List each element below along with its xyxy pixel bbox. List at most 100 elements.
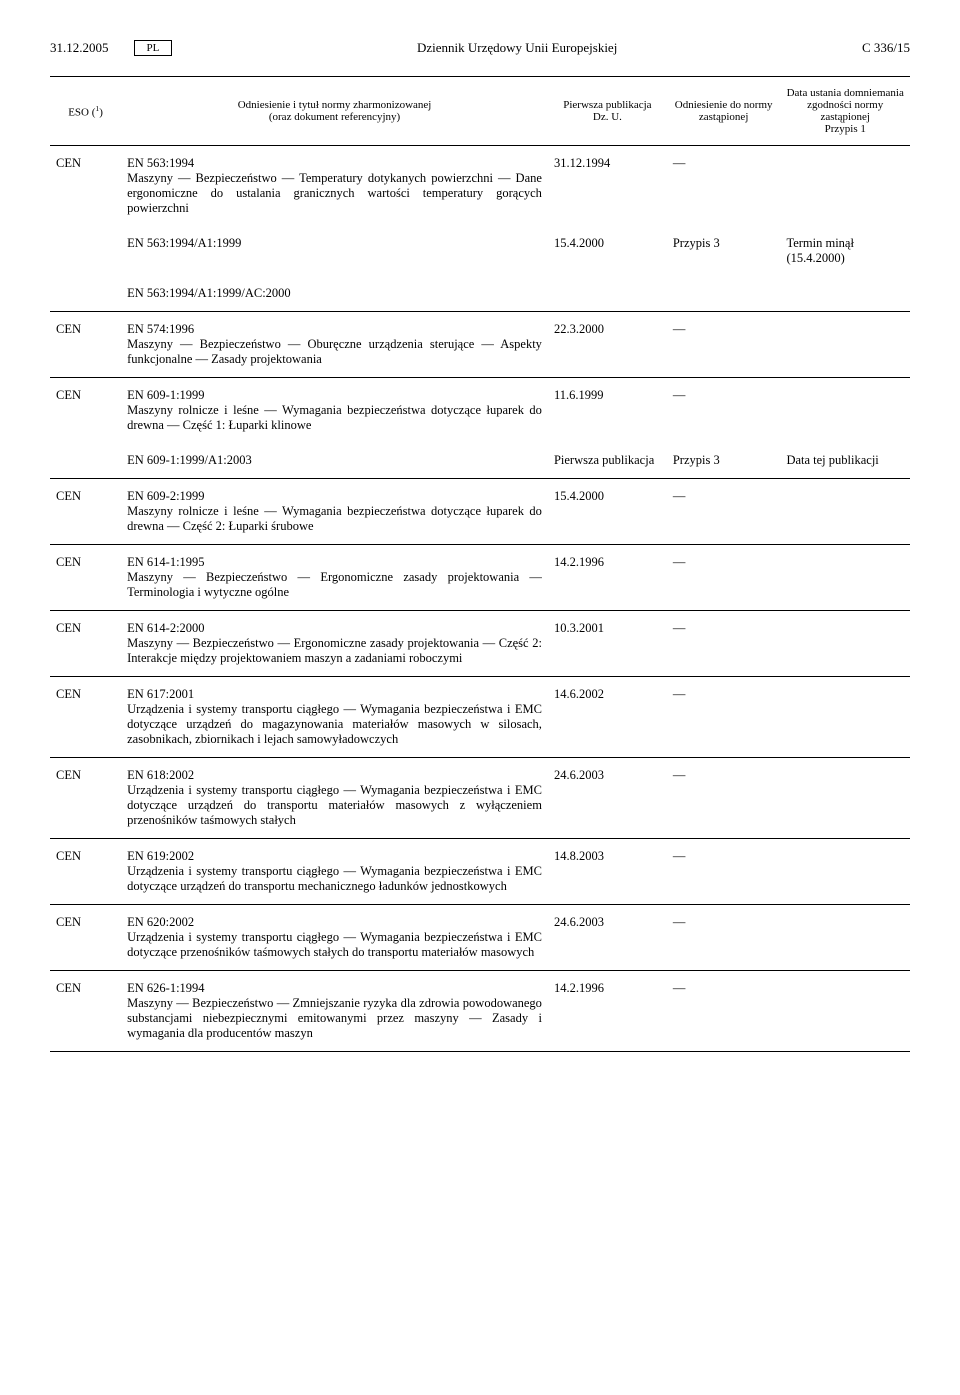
cell-pub: 11.6.1999 [548, 378, 667, 444]
cell-eso: CEN [50, 479, 121, 545]
standard-desc: Urządzenia i systemy transportu ciągłego… [127, 864, 542, 894]
standard-desc: Urządzenia i systemy transportu ciągłego… [127, 702, 542, 747]
cell-ref: Przypis 3 [667, 443, 781, 479]
cell-eso: CEN [50, 146, 121, 227]
header-left: 31.12.2005 PL [50, 40, 172, 56]
table-row: CENEN 609-2:1999Maszyny rolnicze i leśne… [50, 479, 910, 545]
table-row: EN 609-1:1999/A1:2003 Pierwsza publikacja… [50, 443, 910, 479]
cell-ref: — [667, 479, 781, 545]
standard-code: EN 617:2001 [127, 687, 542, 702]
cell-title: EN 609-1:1999/A1:2003 [121, 443, 548, 479]
standard-desc: Maszyny — Bezpieczeństwo — Zmniejszanie … [127, 996, 542, 1041]
cell-title: EN 609-2:1999Maszyny rolnicze i leśne — … [121, 479, 548, 545]
cell-ref: — [667, 545, 781, 611]
table-row: EN 563:1994/A1:1999/AC:2000 [50, 276, 910, 312]
header-date: 31.12.2005 [50, 40, 109, 56]
cell-ref: — [667, 905, 781, 971]
cell-date [780, 677, 910, 758]
cell-ref: — [667, 611, 781, 677]
cell-eso [50, 226, 121, 276]
cell-pub: 24.6.2003 [548, 905, 667, 971]
cell-title: EN 574:1996Maszyny — Bezpieczeństwo — Ob… [121, 312, 548, 378]
cell-pub [548, 276, 667, 312]
cell-date [780, 479, 910, 545]
cell-pub: 22.3.2000 [548, 312, 667, 378]
standard-code: EN 574:1996 [127, 322, 542, 337]
col-title-header: Odniesienie i tytuł normy zharmonizowane… [121, 77, 548, 146]
cell-date [780, 545, 910, 611]
cell-pub: 14.2.1996 [548, 971, 667, 1052]
standard-desc: Maszyny rolnicze i leśne — Wymagania bez… [127, 403, 542, 433]
standard-code: EN 620:2002 [127, 915, 542, 930]
table-row: CEN EN 609-1:1999Maszyny rolnicze i leśne… [50, 378, 910, 444]
cell-pub: Pierwsza publikacja [548, 443, 667, 479]
table-header-row: ESO (1) Odniesienie i tytuł normy zharmo… [50, 77, 910, 146]
cell-eso: CEN [50, 971, 121, 1052]
table-row: CEN EN 620:2002Urządzenia i systemy trans… [50, 905, 910, 971]
cell-title: EN 563:1994Maszyny — Bezpieczeństwo — Te… [121, 146, 548, 227]
table-row: CENEN 563:1994Maszyny — Bezpieczeństwo —… [50, 146, 910, 227]
cell-ref: — [667, 971, 781, 1052]
standard-desc: Maszyny — Bezpieczeństwo — Oburęczne urz… [127, 337, 542, 367]
table-row: EN 563:1994/A1:199915.4.2000Przypis 3Ter… [50, 226, 910, 276]
cell-title: EN 626-1:1994Maszyny — Bezpieczeństwo — … [121, 971, 548, 1052]
table-row: CEN EN 614-2:2000Maszyny — Bezpieczeństwo… [50, 611, 910, 677]
page-number: C 336/15 [862, 40, 910, 56]
standards-table: ESO (1) Odniesienie i tytuł normy zharmo… [50, 76, 910, 1052]
cell-date [780, 378, 910, 444]
cell-eso: CEN [50, 839, 121, 905]
cell-pub: 14.2.1996 [548, 545, 667, 611]
cell-title: EN 614-1:1995Maszyny — Bezpieczeństwo — … [121, 545, 548, 611]
journal-title: Dziennik Urzędowy Unii Europejskiej [417, 40, 617, 56]
standard-code: EN 626-1:1994 [127, 981, 542, 996]
cell-pub: 24.6.2003 [548, 758, 667, 839]
cell-title: EN 563:1994/A1:1999/AC:2000 [121, 276, 548, 312]
col-date-header: Data ustania domniemania zgodności normy… [780, 77, 910, 146]
lang-badge: PL [134, 40, 173, 56]
standard-desc: Maszyny rolnicze i leśne — Wymagania bez… [127, 504, 542, 534]
cell-ref: — [667, 839, 781, 905]
cell-date: Data tej publikacji [780, 443, 910, 479]
cell-eso [50, 443, 121, 479]
table-row: CENEN 626-1:1994Maszyny — Bezpieczeństwo… [50, 971, 910, 1052]
cell-date: Termin minął (15.4.2000) [780, 226, 910, 276]
cell-pub: 15.4.2000 [548, 479, 667, 545]
standard-code: EN 609-1:1999/A1:2003 [127, 453, 542, 468]
standard-code: EN 619:2002 [127, 849, 542, 864]
cell-pub: 14.8.2003 [548, 839, 667, 905]
cell-eso: CEN [50, 378, 121, 444]
cell-date [780, 611, 910, 677]
cell-date [780, 146, 910, 227]
table-row: CENEN 617:2001Urządzenia i systemy trans… [50, 677, 910, 758]
standard-desc: Urządzenia i systemy transportu ciągłego… [127, 930, 542, 960]
cell-ref [667, 276, 781, 312]
cell-title: EN 617:2001Urządzenia i systemy transpor… [121, 677, 548, 758]
table-row: CENEN 618:2002Urządzenia i systemy trans… [50, 758, 910, 839]
cell-title: EN 618:2002Urządzenia i systemy transpor… [121, 758, 548, 839]
col-eso-header: ESO (1) [50, 77, 121, 146]
standard-code: EN 614-2:2000 [127, 621, 542, 636]
cell-eso: CEN [50, 905, 121, 971]
page-header: 31.12.2005 PL Dziennik Urzędowy Unii Eur… [50, 40, 910, 56]
cell-date [780, 839, 910, 905]
standard-desc: Urządzenia i systemy transportu ciągłego… [127, 783, 542, 828]
standard-code: EN 563:1994/A1:1999/AC:2000 [127, 286, 542, 301]
cell-title: EN 619:2002Urządzenia i systemy transpor… [121, 839, 548, 905]
table-row: CENEN 619:2002Urządzenia i systemy trans… [50, 839, 910, 905]
cell-ref: Przypis 3 [667, 226, 781, 276]
standard-desc: Maszyny — Bezpieczeństwo — Ergonomiczne … [127, 636, 542, 666]
cell-date [780, 971, 910, 1052]
standard-code: EN 618:2002 [127, 768, 542, 783]
cell-date [780, 276, 910, 312]
cell-eso: CEN [50, 312, 121, 378]
col-pub-header: Pierwsza publikacjaDz. U. [548, 77, 667, 146]
cell-date [780, 905, 910, 971]
cell-pub: 10.3.2001 [548, 611, 667, 677]
cell-eso: CEN [50, 677, 121, 758]
cell-title: EN 563:1994/A1:1999 [121, 226, 548, 276]
cell-ref: — [667, 378, 781, 444]
cell-eso: CEN [50, 611, 121, 677]
standard-code: EN 609-1:1999 [127, 388, 542, 403]
standard-desc: Maszyny — Bezpieczeństwo — Ergonomiczne … [127, 570, 542, 600]
table-row: CENEN 574:1996Maszyny — Bezpieczeństwo —… [50, 312, 910, 378]
